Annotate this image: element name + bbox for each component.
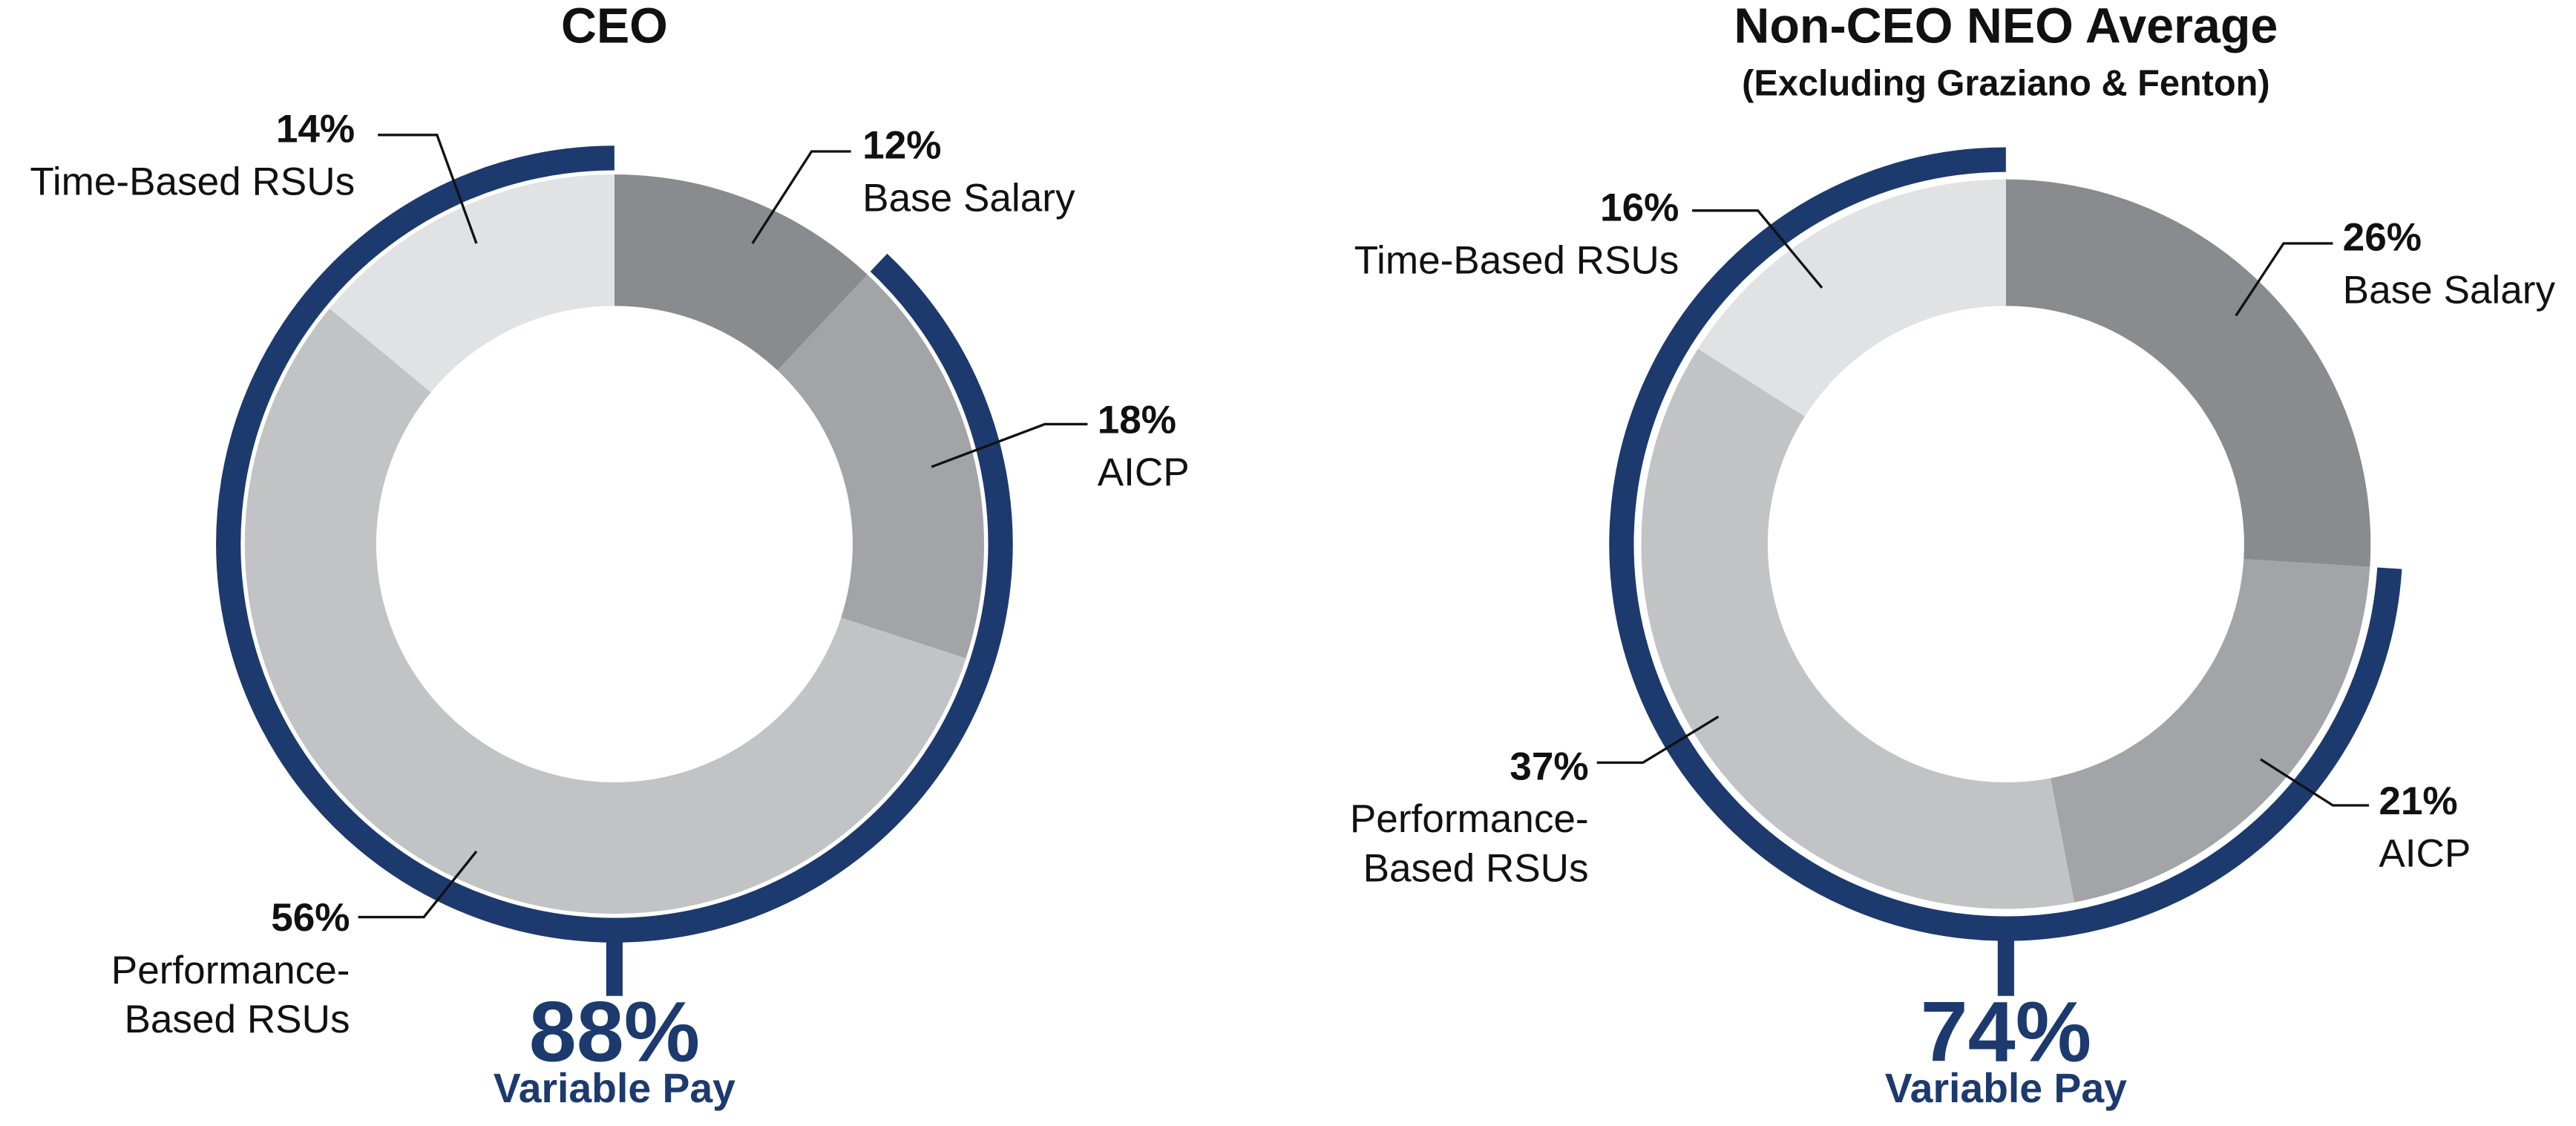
leader-line xyxy=(931,422,1088,468)
category-label: Performance- xyxy=(1350,797,1589,841)
category-label: Based RSUs xyxy=(124,998,350,1041)
leader-line xyxy=(1596,716,1720,765)
leader-line xyxy=(751,150,851,244)
category-label: Based RSUs xyxy=(1363,847,1589,891)
donut-slice xyxy=(2005,179,2371,567)
category-label: Time-Based RSUs xyxy=(30,160,355,203)
donut-slice xyxy=(777,274,984,658)
leader-line xyxy=(358,850,478,919)
category-label: Base Salary xyxy=(862,176,1075,220)
data-label: 18% xyxy=(1098,398,1176,442)
category-label: AICP xyxy=(1098,451,1190,494)
leader-line xyxy=(2260,758,2370,807)
leader-line xyxy=(2235,242,2333,317)
variable-pay-arc xyxy=(216,145,1013,943)
donut-slice xyxy=(2051,559,2370,903)
variable-pay-arc xyxy=(1609,147,2402,941)
category-label: AICP xyxy=(2379,832,2471,876)
data-label: 37% xyxy=(1510,744,1588,788)
data-label: 56% xyxy=(271,896,350,940)
donut-slice xyxy=(330,174,614,393)
category-label: Performance- xyxy=(111,949,350,992)
data-label: 14% xyxy=(276,107,355,151)
chart-subtitle: (Excluding Graziano & Fenton) xyxy=(1742,63,2269,103)
variable-pay-text: Variable Pay xyxy=(1885,1065,2127,1111)
category-label: Base Salary xyxy=(2343,268,2556,312)
data-label: 26% xyxy=(2343,216,2422,260)
chart-title: CEO xyxy=(561,0,668,54)
donut-slice xyxy=(614,174,868,371)
chart-title: Non-CEO NEO Average xyxy=(1734,0,2278,54)
data-label: 12% xyxy=(862,124,941,168)
donut-slice xyxy=(1697,179,2006,417)
donut-slice xyxy=(1641,348,2074,909)
donut-slice xyxy=(244,308,966,914)
leader-line xyxy=(378,134,478,244)
variable-pay-value: 88% xyxy=(529,985,700,1080)
leader-line xyxy=(1692,209,1823,289)
data-label: 16% xyxy=(1600,186,1679,230)
variable-pay-text: Variable Pay xyxy=(494,1065,735,1111)
category-label: Time-Based RSUs xyxy=(1354,239,1679,283)
data-label: 21% xyxy=(2379,779,2457,823)
variable-pay-value: 74% xyxy=(1921,985,2091,1080)
